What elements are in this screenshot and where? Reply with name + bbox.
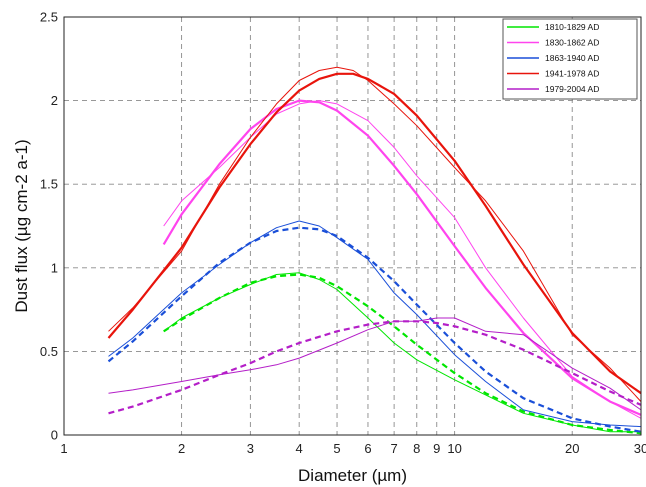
plot-frame	[63, 16, 642, 436]
x-tick-label: 10	[447, 441, 461, 456]
y-axis-title: Dust flux (µg cm-2 a-1)	[12, 139, 31, 312]
series-2-fit-line	[162, 99, 642, 416]
series-5-data-line	[108, 317, 642, 411]
series-1	[163, 272, 642, 435]
legend-box	[502, 18, 638, 100]
y-tick-labels: 0 0.5 1 1.5 2 2.5	[40, 10, 58, 443]
legend-entry: 1979-2004 AD	[545, 84, 599, 94]
x-tick-label: 4	[296, 441, 303, 456]
x-tick-label: 8	[413, 441, 420, 456]
legend-entry: 1863-1940 AD	[545, 53, 599, 63]
y-tick-label: 1.5	[40, 177, 58, 192]
x-tick-label: 9	[433, 441, 440, 456]
y-tick-label: 1	[51, 260, 58, 275]
x-tick-labels: 1 2 3 4 5 6 7 8 9 10 20 30	[60, 441, 646, 456]
x-tick-label: 7	[390, 441, 397, 456]
series-5	[108, 317, 642, 415]
series-4-fit-line	[107, 72, 642, 395]
x-tick-label: 20	[565, 441, 579, 456]
series-2	[162, 99, 642, 419]
series-2-data-line	[163, 100, 642, 419]
series-layer	[107, 66, 642, 435]
series-4-data-line	[108, 66, 642, 402]
x-tick-label: 30	[634, 441, 646, 456]
x-tick-label: 1	[60, 441, 67, 456]
series-3	[107, 220, 642, 433]
y-tick-label: 2	[51, 93, 58, 108]
y-tick-label: 0	[51, 428, 58, 443]
x-tick-label: 3	[247, 441, 254, 456]
legend-entry: 1830-1862 AD	[545, 38, 599, 48]
series-3-data-line	[108, 220, 642, 428]
legend-entry: 1810-1829 AD	[545, 22, 599, 32]
series-3-fit-line	[107, 226, 642, 433]
x-tick-label: 2	[178, 441, 185, 456]
y-tick-label: 0.5	[40, 344, 58, 359]
legend-entry: 1941-1978 AD	[545, 69, 599, 79]
x-tick-label: 6	[364, 441, 371, 456]
series-1-fit-line	[163, 273, 642, 435]
x-tick-label: 5	[333, 441, 340, 456]
series-1-data-line	[163, 272, 641, 433]
series-5-fit-line	[108, 320, 642, 415]
legend: 1810-1829 AD 1830-1862 AD 1863-1940 AD 1941…	[502, 18, 638, 100]
y-tick-label: 2.5	[40, 10, 58, 25]
grid-lines	[64, 17, 641, 435]
x-axis-title: Diameter (µm)	[298, 466, 407, 485]
series-4	[107, 66, 642, 402]
